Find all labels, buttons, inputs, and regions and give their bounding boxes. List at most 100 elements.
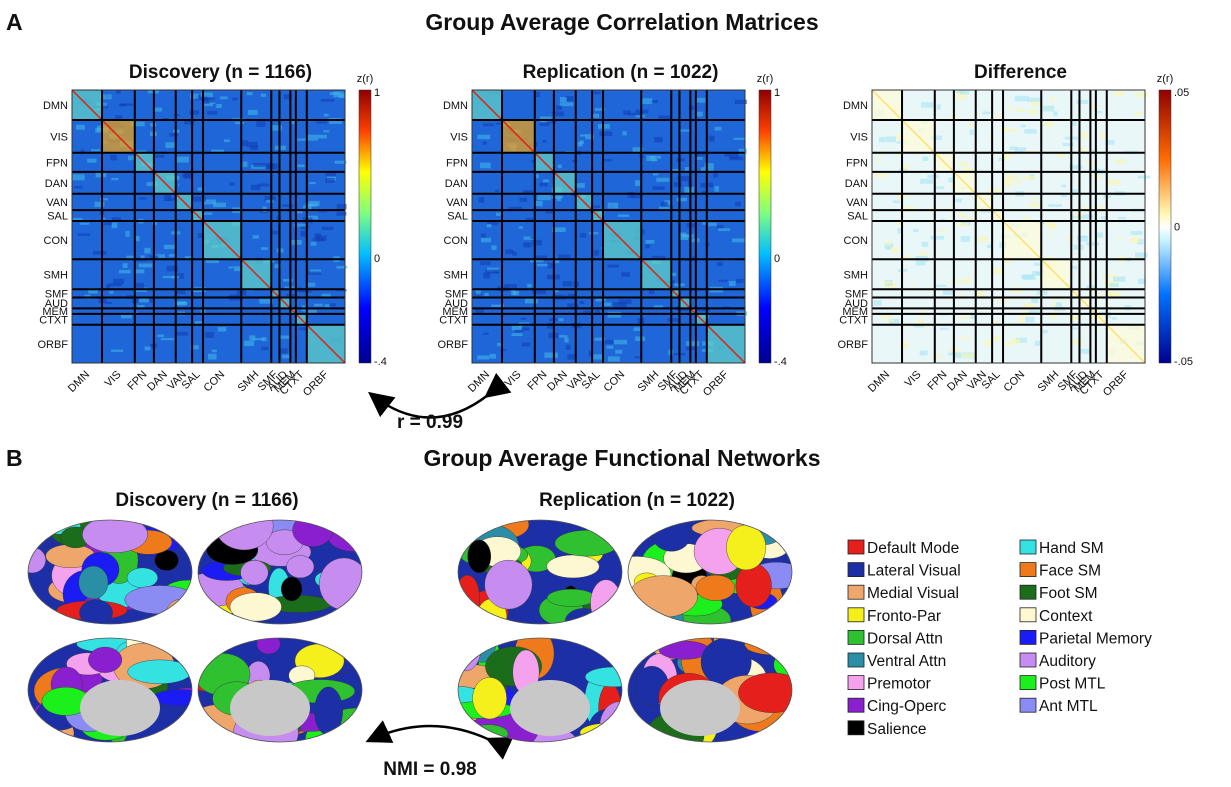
matrix-texture: [606, 345, 614, 349]
matrix-texture: [144, 247, 151, 254]
matrix-texture: [1061, 193, 1067, 198]
matrix-texture: [1027, 97, 1040, 102]
matrix-texture: [511, 290, 516, 295]
matrix-texture: [475, 307, 484, 314]
matrix-texture: [491, 245, 497, 250]
matrix-texture: [552, 227, 566, 233]
matrix-texture: [714, 186, 719, 192]
matrix-texture: [308, 215, 319, 220]
matrix-texture: [736, 278, 744, 284]
matrix-texture: [149, 343, 155, 347]
matrix-texture: [634, 180, 641, 186]
legend-swatch: [847, 539, 865, 555]
matrix-texture: [518, 226, 524, 229]
row-label: FPN: [846, 157, 868, 169]
row-label: DAN: [445, 178, 468, 190]
legend-label: Context: [1039, 608, 1093, 625]
matrix-texture: [936, 104, 941, 110]
matrix-texture: [1042, 329, 1048, 334]
matrix-texture: [1028, 310, 1042, 314]
legend-swatch: [847, 607, 865, 623]
row-label: CON: [44, 235, 69, 247]
legend-swatch: [847, 584, 865, 600]
matrix-texture: [134, 269, 145, 274]
matrix-texture: [200, 92, 214, 97]
matrix-diagonal: [471, 89, 746, 364]
matrix-texture: [107, 283, 122, 287]
matrix-texture: [491, 304, 505, 308]
matrix-texture: [1003, 342, 1015, 346]
matrix-texture: [137, 305, 145, 309]
matrix-texture: [483, 332, 489, 335]
matrix-texture: [111, 217, 121, 221]
column-label: CON: [601, 369, 627, 395]
brain-edge: [27, 519, 193, 625]
matrix-texture: [607, 202, 619, 209]
colorbar-label: z(r): [357, 73, 374, 85]
matrix-texture: [564, 337, 569, 343]
matrix-texture: [957, 222, 969, 226]
matrix-texture: [105, 301, 113, 304]
matrix-texture: [274, 264, 281, 269]
matrix-texture: [885, 247, 891, 251]
legend-label: Ant MTL: [1039, 698, 1098, 715]
matrix-texture: [293, 223, 307, 227]
matrix-texture: [303, 205, 308, 209]
matrix-texture: [1028, 109, 1038, 114]
row-label: DMN: [443, 100, 468, 112]
matrix-texture: [1050, 312, 1056, 318]
matrix-texture: [504, 283, 517, 289]
matrix-texture: [905, 254, 910, 258]
matrix-texture: [559, 335, 568, 338]
matrix-texture: [483, 123, 494, 127]
matrix-texture: [484, 293, 489, 297]
row-label: AUD: [45, 298, 68, 310]
matrix-texture: [602, 302, 612, 307]
matrix-texture: [314, 233, 322, 238]
matrix-texture: [495, 122, 502, 125]
brain-surface: [197, 519, 363, 625]
matrix-texture: [645, 239, 655, 244]
matrix-texture: [530, 236, 536, 239]
matrix-texture: [880, 315, 892, 319]
matrix-texture: [1050, 97, 1055, 101]
matrix-texture: [109, 290, 114, 294]
matrix-texture: [542, 139, 547, 143]
matrix-texture: [318, 210, 328, 213]
matrix-texture: [734, 99, 747, 105]
matrix-texture: [115, 115, 123, 120]
brain-region: [735, 563, 772, 608]
legend-label: Default Mode: [867, 540, 959, 557]
brain-region: [281, 576, 303, 602]
matrix-texture: [991, 320, 999, 324]
matrix-texture: [982, 111, 991, 115]
medial-wall: [230, 680, 310, 736]
matrix-texture: [183, 120, 195, 125]
matrix-texture: [919, 250, 927, 256]
matrix-texture: [634, 356, 641, 359]
brain-region: [484, 559, 533, 610]
matrix-texture: [649, 155, 662, 159]
matrix-texture: [257, 183, 270, 187]
matrix-texture: [190, 345, 199, 350]
matrix-texture: [317, 134, 327, 139]
matrix-texture: [565, 96, 574, 102]
matrix-texture: [252, 338, 265, 341]
brain-region: [695, 574, 736, 601]
legend-swatch: [847, 675, 865, 690]
matrix-texture: [75, 124, 85, 130]
matrix-texture: [211, 149, 224, 153]
matrix-texture: [524, 298, 538, 304]
matrix-texture: [1079, 214, 1094, 219]
matrix-texture: [336, 265, 348, 269]
brain-patches: [198, 638, 362, 742]
column-label: SMH: [236, 369, 262, 395]
matrix-title: Discovery (n = 1166): [129, 62, 312, 83]
legend-label: Post MTL: [1039, 676, 1106, 693]
matrix-texture: [1023, 216, 1031, 222]
matrix-texture: [299, 327, 311, 331]
legend-label: Lateral Visual: [867, 563, 961, 580]
matrix-texture: [718, 228, 731, 232]
row-label: SAL: [47, 211, 68, 223]
matrix-texture: [216, 104, 222, 108]
